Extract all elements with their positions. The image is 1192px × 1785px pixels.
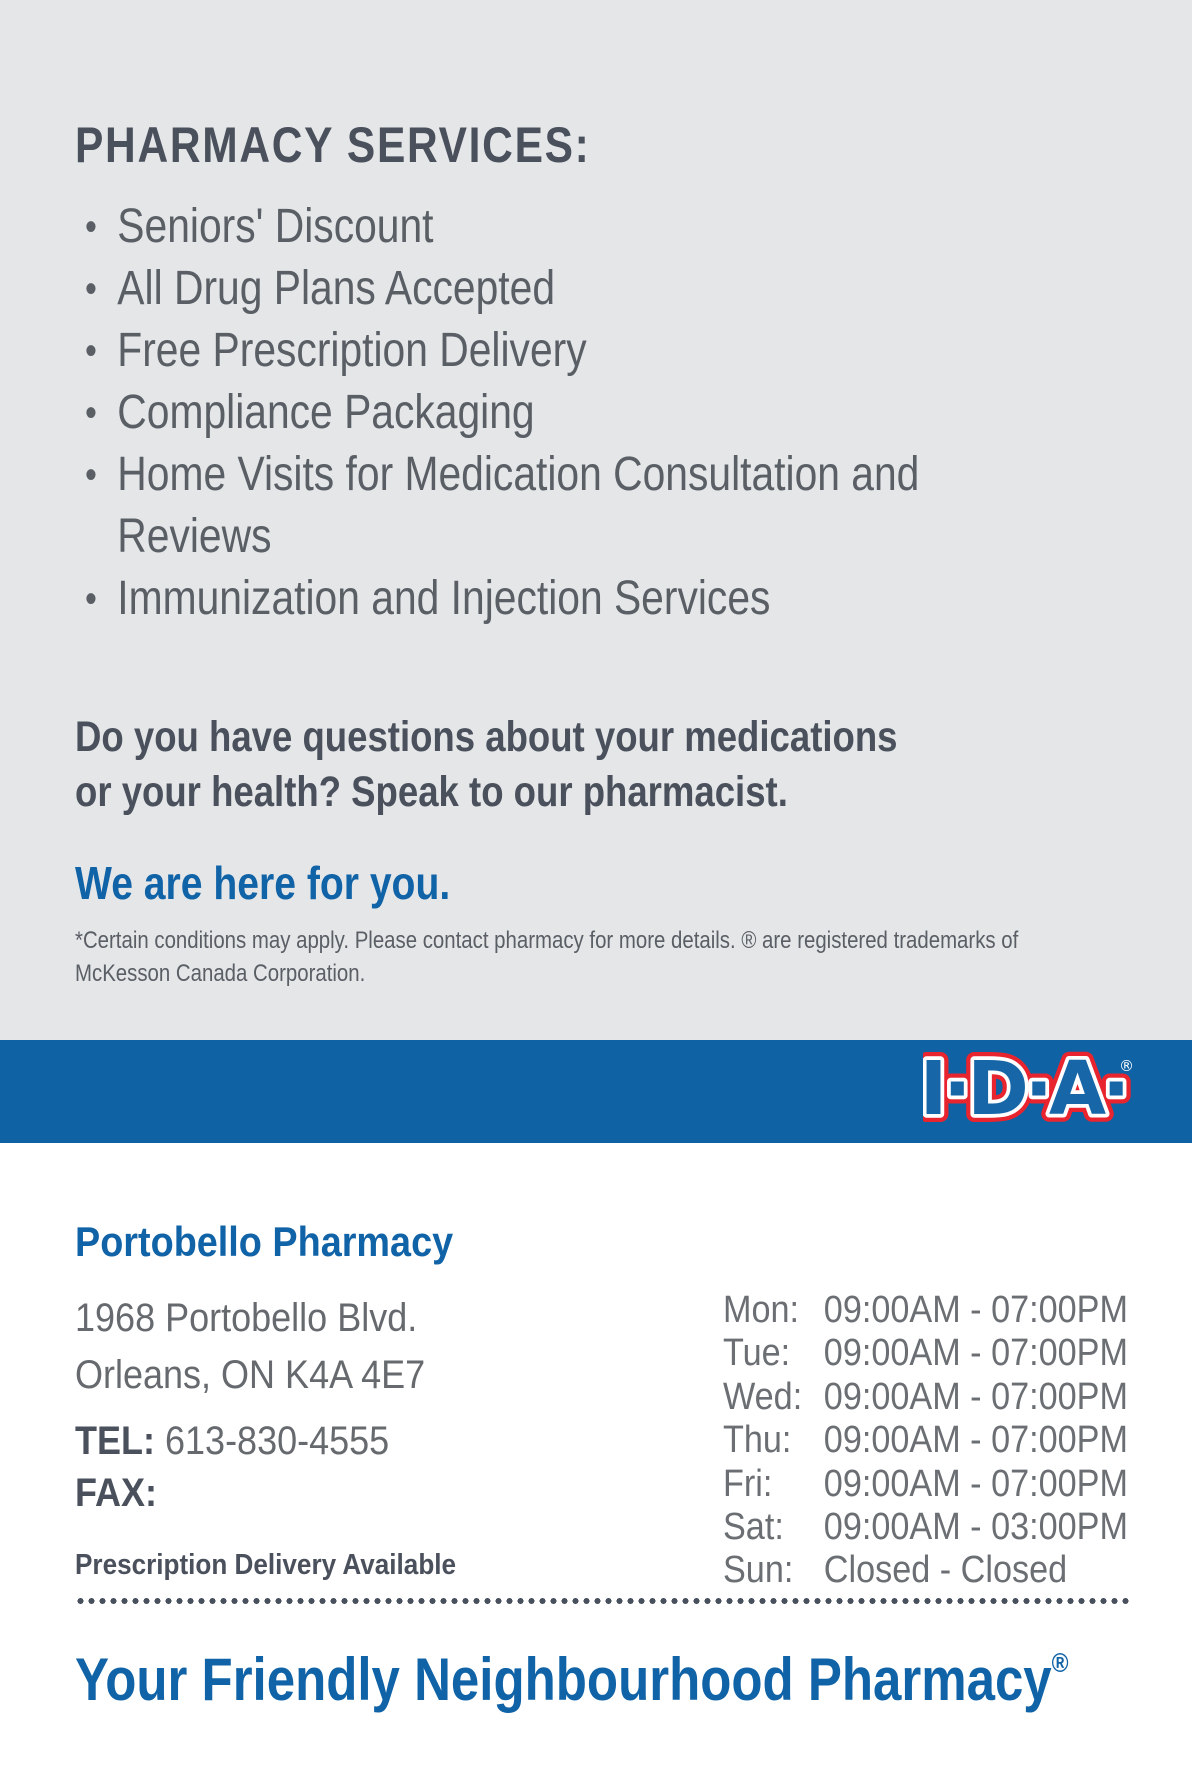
- hours-row: Thu: 09:00AM - 07:00PM: [723, 1419, 1128, 1462]
- ida-registered-mark: ®: [1119, 1057, 1134, 1075]
- ida-logo-text: I·D·A·: [923, 1047, 1126, 1132]
- pharmacy-services-panel: PHARMACY SERVICES: Seniors' DiscountAll …: [0, 0, 1192, 1040]
- service-item: Seniors' Discount: [85, 196, 935, 258]
- brand-band: I·D·A· I·D·A· I·D·A· ®: [0, 1040, 1192, 1143]
- question-line: Do you have questions about your medicat…: [75, 713, 898, 761]
- ida-logo-inline: I·D·A·: [923, 1047, 1126, 1132]
- hours-time: 09:00AM - 07:00PM: [823, 1375, 1128, 1418]
- hours-day: Tue:: [723, 1332, 791, 1375]
- hours-time: Closed - Closed: [823, 1549, 1068, 1592]
- hours-time: 09:00AM - 07:00PM: [823, 1332, 1128, 1375]
- disclaimer-line: McKesson Canada Corporation.: [75, 960, 366, 987]
- service-item: Compliance Packaging: [85, 382, 935, 444]
- hours-day: Fri:: [723, 1462, 773, 1505]
- hours-row: Sun: Closed - Closed: [723, 1549, 1128, 1592]
- service-item: All Drug Plans Accepted: [85, 258, 935, 320]
- store-address: 1968 Portobello Blvd. Orleans, ON K4A 4E7: [75, 1290, 425, 1404]
- tel-row: TEL: 613-830-4555: [75, 1415, 389, 1467]
- address-line: 1968 Portobello Blvd.: [75, 1296, 418, 1340]
- services-list: Seniors' DiscountAll Drug Plans Accepted…: [85, 196, 935, 630]
- service-item: Immunization and Injection Services: [85, 568, 935, 630]
- tel-value: 613-830-4555: [165, 1419, 390, 1463]
- service-item: Home Visits for Medication Consultation …: [85, 444, 935, 568]
- hours-row: Mon: 09:00AM - 07:00PM: [723, 1289, 1128, 1332]
- disclaimer-text: *Certain conditions may apply. Please co…: [75, 924, 1018, 990]
- dotted-divider: [75, 1598, 1130, 1604]
- footer-headline: Your Friendly Neighbourhood Pharmacy®: [75, 1645, 1069, 1714]
- hours-row: Sat: 09:00AM - 03:00PM: [723, 1506, 1128, 1549]
- address-line: Orleans, ON K4A 4E7: [75, 1353, 426, 1397]
- ida-logo-icon: I·D·A· I·D·A· I·D·A· ®: [923, 1047, 1135, 1136]
- fax-row: FAX:: [75, 1467, 389, 1519]
- footer-registered-mark: ®: [1051, 1648, 1069, 1679]
- delivery-note: Prescription Delivery Available: [75, 1549, 457, 1581]
- question-text: Do you have questions about your medicat…: [75, 710, 898, 820]
- hours-day: Sun:: [723, 1549, 794, 1592]
- hours-day: Wed:: [723, 1375, 803, 1418]
- hours-time: 09:00AM - 07:00PM: [823, 1419, 1128, 1462]
- hours-time: 09:00AM - 03:00PM: [823, 1506, 1128, 1549]
- tel-label: TEL:: [75, 1419, 155, 1463]
- store-name: Portobello Pharmacy: [75, 1218, 454, 1265]
- fax-label: FAX:: [75, 1471, 158, 1515]
- ida-logo-outline: I·D·A·: [923, 1047, 1126, 1132]
- hours-time: 09:00AM - 07:00PM: [823, 1462, 1128, 1505]
- disclaimer-line: *Certain conditions may apply. Please co…: [75, 927, 1019, 954]
- hours-day: Mon:: [723, 1289, 800, 1331]
- store-contact: TEL: 613-830-4555 FAX:: [75, 1415, 389, 1519]
- hours-row: Fri: 09:00AM - 07:00PM: [723, 1463, 1128, 1506]
- hours-day: Sat:: [723, 1506, 784, 1549]
- hours-row: Wed: 09:00AM - 07:00PM: [723, 1376, 1128, 1419]
- tagline-text: We are here for you.: [75, 857, 451, 909]
- hours-day: Thu:: [723, 1419, 792, 1462]
- panel-heading: PHARMACY SERVICES:: [75, 117, 591, 173]
- service-item: Free Prescription Delivery: [85, 320, 935, 382]
- hours-table: Mon: 09:00AM - 07:00PM Tue: 09:00AM - 07:00…: [723, 1289, 1128, 1593]
- hours-row: Tue: 09:00AM - 07:00PM: [723, 1332, 1128, 1375]
- footer-headline-text: Your Friendly Neighbourhood Pharmacy: [75, 1646, 1052, 1713]
- question-line: or your health? Speak to our pharmacist.: [75, 768, 788, 816]
- hours-time: 09:00AM - 07:00PM: [823, 1289, 1128, 1331]
